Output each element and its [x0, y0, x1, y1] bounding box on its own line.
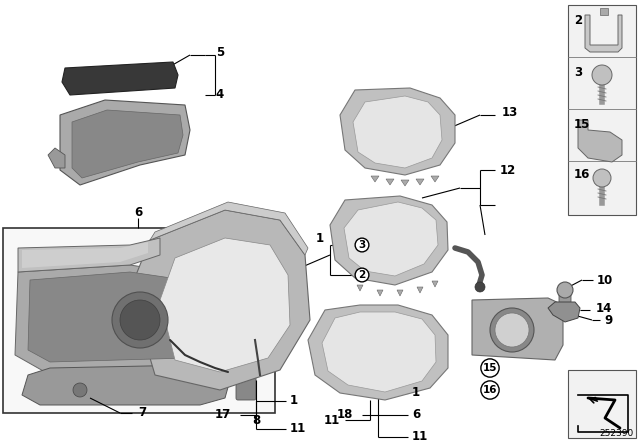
- Polygon shape: [431, 176, 439, 182]
- FancyBboxPatch shape: [559, 291, 571, 305]
- Text: 3: 3: [358, 240, 365, 250]
- FancyBboxPatch shape: [3, 228, 275, 413]
- Text: 4: 4: [216, 89, 224, 102]
- Polygon shape: [472, 298, 563, 360]
- FancyBboxPatch shape: [236, 376, 256, 400]
- Text: 3: 3: [574, 65, 582, 78]
- Text: 9: 9: [604, 314, 612, 327]
- Polygon shape: [377, 290, 383, 296]
- Text: 8: 8: [252, 414, 260, 427]
- Polygon shape: [60, 100, 190, 185]
- Polygon shape: [22, 242, 148, 268]
- Polygon shape: [386, 179, 394, 185]
- Polygon shape: [72, 110, 183, 178]
- Text: 16: 16: [483, 385, 497, 395]
- Polygon shape: [322, 312, 436, 392]
- Text: 14: 14: [596, 302, 612, 314]
- Text: 10: 10: [597, 273, 613, 287]
- Circle shape: [557, 282, 573, 298]
- Circle shape: [120, 300, 160, 340]
- Text: 6: 6: [134, 206, 142, 219]
- Polygon shape: [357, 285, 363, 291]
- Text: 13: 13: [502, 107, 518, 120]
- Text: 11: 11: [290, 422, 306, 435]
- Circle shape: [73, 383, 87, 397]
- Text: 11: 11: [412, 431, 428, 444]
- Circle shape: [593, 169, 611, 187]
- Polygon shape: [397, 290, 403, 296]
- Text: 15: 15: [574, 117, 590, 130]
- Polygon shape: [585, 15, 622, 52]
- Polygon shape: [160, 238, 290, 372]
- Polygon shape: [48, 148, 65, 168]
- Polygon shape: [578, 120, 622, 162]
- Text: 1: 1: [316, 232, 324, 245]
- Text: 18: 18: [337, 409, 353, 422]
- Polygon shape: [353, 96, 442, 168]
- Polygon shape: [600, 8, 608, 15]
- Circle shape: [237, 250, 253, 266]
- Circle shape: [112, 292, 168, 348]
- Polygon shape: [308, 305, 448, 400]
- Polygon shape: [432, 281, 438, 287]
- Text: 2: 2: [358, 270, 365, 280]
- Polygon shape: [235, 293, 275, 340]
- Text: 7: 7: [138, 406, 146, 419]
- Polygon shape: [15, 265, 230, 372]
- Polygon shape: [371, 176, 379, 182]
- Text: 12: 12: [500, 164, 516, 177]
- Polygon shape: [416, 179, 424, 185]
- Circle shape: [495, 313, 529, 347]
- Polygon shape: [548, 302, 580, 322]
- Polygon shape: [330, 196, 448, 285]
- Text: 16: 16: [574, 168, 590, 181]
- Text: 5: 5: [216, 47, 224, 60]
- Text: 11: 11: [324, 414, 340, 426]
- FancyBboxPatch shape: [568, 5, 636, 215]
- Polygon shape: [401, 180, 409, 186]
- Text: 252390: 252390: [600, 429, 634, 438]
- Polygon shape: [18, 238, 160, 272]
- Polygon shape: [344, 202, 438, 276]
- Text: 1: 1: [290, 395, 298, 408]
- FancyBboxPatch shape: [568, 370, 636, 438]
- Polygon shape: [150, 202, 308, 255]
- Circle shape: [490, 308, 534, 352]
- Text: 17: 17: [215, 409, 231, 422]
- Polygon shape: [417, 287, 423, 293]
- Polygon shape: [62, 62, 178, 95]
- Text: 1: 1: [412, 387, 420, 400]
- Circle shape: [475, 282, 485, 292]
- Polygon shape: [340, 88, 455, 175]
- Polygon shape: [130, 210, 310, 390]
- Text: 15: 15: [483, 363, 497, 373]
- Circle shape: [592, 65, 612, 85]
- Polygon shape: [22, 365, 230, 405]
- Polygon shape: [28, 272, 215, 362]
- Text: 2: 2: [574, 13, 582, 26]
- FancyBboxPatch shape: [236, 256, 254, 274]
- Text: 6: 6: [412, 409, 420, 422]
